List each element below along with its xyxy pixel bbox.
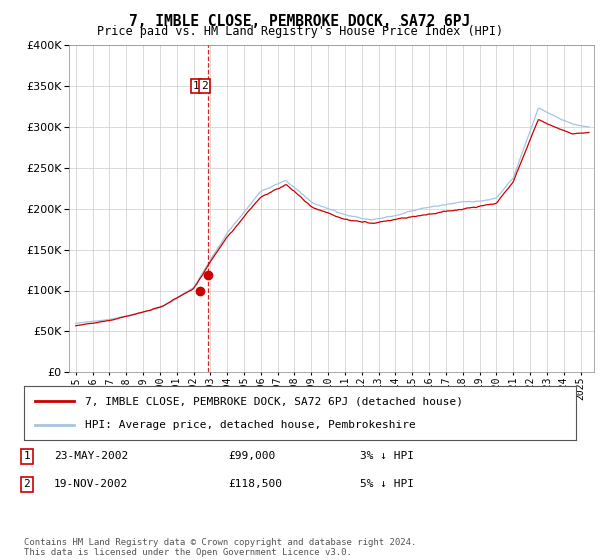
Text: 2: 2 xyxy=(201,81,208,91)
Text: 5% ↓ HPI: 5% ↓ HPI xyxy=(360,479,414,489)
Text: £99,000: £99,000 xyxy=(228,451,275,461)
Text: 2: 2 xyxy=(23,479,31,489)
Text: Price paid vs. HM Land Registry's House Price Index (HPI): Price paid vs. HM Land Registry's House … xyxy=(97,25,503,38)
Text: 7, IMBLE CLOSE, PEMBROKE DOCK, SA72 6PJ: 7, IMBLE CLOSE, PEMBROKE DOCK, SA72 6PJ xyxy=(130,14,470,29)
Text: HPI: Average price, detached house, Pembrokeshire: HPI: Average price, detached house, Pemb… xyxy=(85,419,415,430)
Text: 1: 1 xyxy=(23,451,31,461)
Text: 23-MAY-2002: 23-MAY-2002 xyxy=(54,451,128,461)
Text: £118,500: £118,500 xyxy=(228,479,282,489)
Text: 19-NOV-2002: 19-NOV-2002 xyxy=(54,479,128,489)
Text: 1: 1 xyxy=(193,81,199,91)
Text: 7, IMBLE CLOSE, PEMBROKE DOCK, SA72 6PJ (detached house): 7, IMBLE CLOSE, PEMBROKE DOCK, SA72 6PJ … xyxy=(85,396,463,407)
Text: 3% ↓ HPI: 3% ↓ HPI xyxy=(360,451,414,461)
Text: Contains HM Land Registry data © Crown copyright and database right 2024.
This d: Contains HM Land Registry data © Crown c… xyxy=(24,538,416,557)
